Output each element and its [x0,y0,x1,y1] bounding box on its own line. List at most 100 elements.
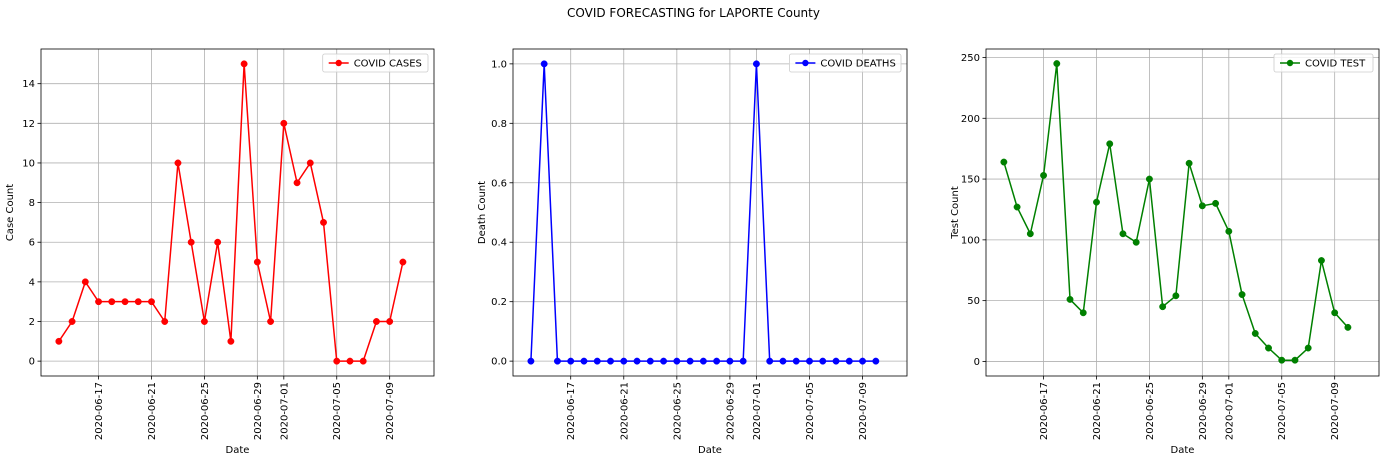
x-tick-label: 2020-06-29 [1198,382,1209,440]
data-point [1278,356,1286,364]
data-point [372,318,380,325]
data-point [1251,330,1259,337]
data-point [148,298,155,306]
x-tick-label: 2020-06-21 [147,382,158,440]
y-tick-label: 0.0 [491,357,507,368]
x-tick-label: 2020-06-25 [672,382,683,440]
data-point [607,357,614,365]
legend-label: COVID TEST [1305,59,1366,70]
data-point [1145,175,1153,183]
data-point [739,357,747,365]
data-point [1265,344,1272,352]
data-point [134,298,142,306]
data-point [108,298,116,306]
data-point [806,357,813,365]
y-tick-label: 100 [961,235,980,246]
y-tick-label: 250 [961,53,980,64]
y-tick-label: 0.2 [491,297,507,308]
y-tick-label: 1.0 [491,59,507,70]
data-point [68,318,76,325]
plot-area [986,49,1379,376]
chart-panel-2: 2020-06-17 2020-06-21 2020-06-25 2020-06-29… [477,48,908,456]
data-point [845,357,853,365]
data-point [306,159,314,167]
data-point [1317,257,1325,264]
x-tick-label: 2020-06-25 [1145,382,1156,440]
data-point [227,337,235,345]
plot-area [513,49,907,376]
x-tick-label: 2020-06-21 [1092,382,1103,440]
y-tick-label: 0.4 [491,238,507,249]
x-axis-label: Date [698,445,722,456]
data-point [95,298,103,306]
data-point [620,357,628,365]
data-point [1238,291,1246,299]
chart-panel-1: 2020-06-17 2020-06-21 2020-06-25 2020-06-29… [5,48,435,456]
data-point [1198,202,1206,210]
data-point [832,357,840,365]
legend-label: COVID DEATHS [820,59,895,70]
data-point [214,238,222,246]
data-point [1291,356,1299,364]
data-point [1106,140,1114,148]
data-point [121,298,129,306]
data-point [187,238,195,246]
data-point [792,357,800,365]
data-point [819,357,827,365]
data-point [1304,344,1312,352]
data-point [267,318,275,325]
y-tick-label: 0.8 [491,119,507,130]
data-point [1344,323,1352,331]
y-tick-label: 2 [29,317,35,328]
y-tick-label: 200 [961,114,980,125]
x-axis-label: Date [226,445,250,456]
data-point [686,357,694,365]
y-tick-label: 8 [29,198,35,209]
data-point [174,159,182,167]
data-point [359,357,367,365]
data-point [161,318,169,325]
x-tick-label: 2020-06-29 [253,382,264,440]
legend-marker [802,59,809,67]
y-tick-label: 14 [22,79,35,90]
data-point [1026,230,1034,238]
data-point [1185,159,1193,167]
data-point [1066,295,1074,303]
data-point [293,179,301,187]
axes-frame [985,48,1380,377]
data-point [567,357,575,365]
data-point [1172,292,1180,300]
data-point [580,357,588,365]
y-tick-label: 0 [29,357,35,368]
data-point [280,119,288,127]
data-point [752,60,760,68]
x-tick-label: 2020-07-09 [858,382,869,440]
y-tick-label: 10 [22,158,35,169]
data-point [346,357,354,365]
data-point [1225,227,1233,235]
x-tick-label: 2020-07-05 [332,382,343,440]
data-point [1212,199,1220,207]
x-tick-label: 2020-06-29 [725,382,736,440]
data-point [646,357,654,365]
data-point [766,357,774,365]
y-tick-label: 50 [967,296,980,307]
data-point [859,357,867,365]
data-point [1000,158,1008,166]
data-point [660,357,668,365]
x-tick-label: 2020-06-17 [566,382,577,440]
x-tick-label: 2020-07-05 [1277,382,1288,440]
data-point [1013,203,1021,211]
data-point [386,318,394,325]
y-tick-label: 6 [29,238,35,249]
data-point [726,357,734,365]
data-point [872,357,880,365]
data-point [55,337,63,345]
data-point [1331,309,1339,317]
data-point [1040,171,1048,179]
legend-box [789,53,902,73]
data-point [593,357,601,365]
y-axis-label: Case Count [5,184,16,241]
